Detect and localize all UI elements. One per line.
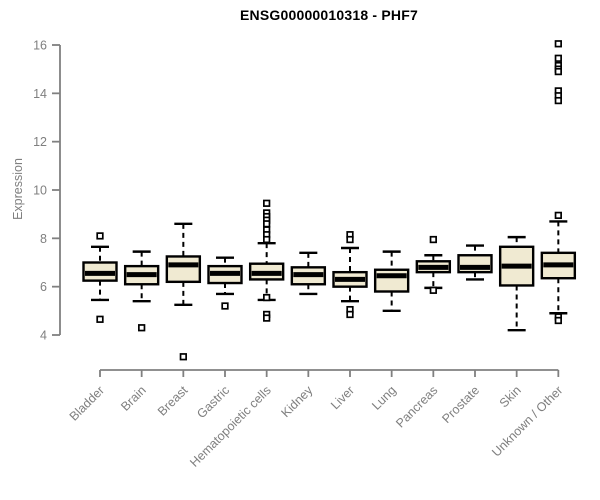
outlier-point [263, 199, 271, 207]
x-category-label: Gastric [194, 383, 232, 421]
x-category-label: Breast [155, 383, 191, 419]
x-category-label: Lung [369, 383, 399, 413]
outlier-point [346, 235, 354, 244]
x-category-label: Liver [328, 383, 357, 412]
outlier-point [554, 67, 562, 76]
outlier-point [263, 314, 271, 322]
outlier-point [179, 353, 187, 361]
x-category-label: Bladder [67, 383, 107, 423]
outlier-point [221, 302, 229, 310]
y-tick-label: 10 [33, 184, 47, 198]
x-category-label: Skin [497, 383, 524, 410]
box-lung [373, 268, 410, 293]
outlier-point [96, 232, 104, 240]
outlier-point [263, 235, 271, 244]
outlier-point [346, 310, 354, 319]
outlier-point [263, 220, 271, 228]
x-category-label: Brain [118, 383, 149, 414]
outlier-point [554, 211, 562, 220]
outlier-point [429, 286, 437, 294]
outlier-point [429, 235, 437, 244]
outlier-point [554, 96, 562, 105]
outlier-point [263, 293, 271, 302]
outlier-point [554, 316, 562, 325]
y-tick-label: 6 [40, 280, 47, 294]
chart-title: ENSG00000010318 - PHF7 [240, 7, 418, 23]
y-tick-label: 14 [33, 87, 47, 101]
x-category-label: Kidney [279, 383, 316, 420]
x-category-label: Prostate [439, 383, 482, 426]
y-tick-label: 12 [33, 135, 47, 149]
outlier-point [554, 54, 562, 62]
y-tick-label: 8 [40, 232, 47, 246]
y-tick-label: 4 [40, 329, 47, 343]
x-category-label: Pancreas [393, 383, 440, 430]
x-category-label: Unknown / Other [489, 383, 565, 459]
outlier-point [96, 315, 104, 323]
outlier-point [554, 40, 562, 48]
x-category-label: Hematopoietic cells [187, 383, 274, 470]
outlier-point [138, 324, 146, 332]
y-tick-label: 16 [33, 39, 47, 53]
box-breast [165, 255, 202, 284]
